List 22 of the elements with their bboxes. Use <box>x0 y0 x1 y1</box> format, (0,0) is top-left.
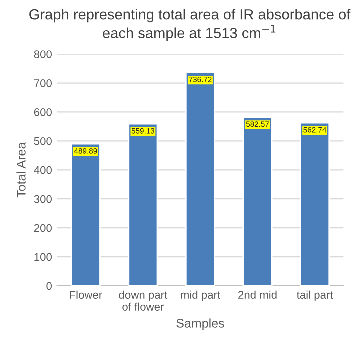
y-tick-label: 800 <box>34 50 52 58</box>
y-tick-label: 400 <box>34 166 52 174</box>
bar <box>70 143 101 286</box>
x-tick-label: 2nd mid <box>238 290 277 300</box>
x-axis-title: Samples <box>176 318 224 330</box>
x-tick-label: tail part <box>296 290 334 302</box>
bar <box>128 123 158 286</box>
y-axis-title: Total Area <box>16 142 26 198</box>
x-tick-label: mid part <box>181 290 220 302</box>
y-tick-label: 600 <box>34 108 52 116</box>
y-tick-label: 0 <box>46 282 52 290</box>
y-tick-label: 200 <box>34 224 52 232</box>
bar <box>242 116 273 286</box>
y-tick-label: 300 <box>34 195 52 204</box>
y-tick-label: 700 <box>34 80 52 88</box>
y-tick-label: 500 <box>34 137 52 146</box>
x-tick-label: Flower <box>70 290 102 300</box>
chart-title: Graph representing total area of IR absorbance of each sample at 1513 cm$^{−1}$ <box>30 9 351 42</box>
x-tick-label: down part of flower <box>119 290 168 311</box>
y-tick-label: 100 <box>34 253 52 262</box>
bar <box>300 122 330 286</box>
bar <box>185 72 216 286</box>
